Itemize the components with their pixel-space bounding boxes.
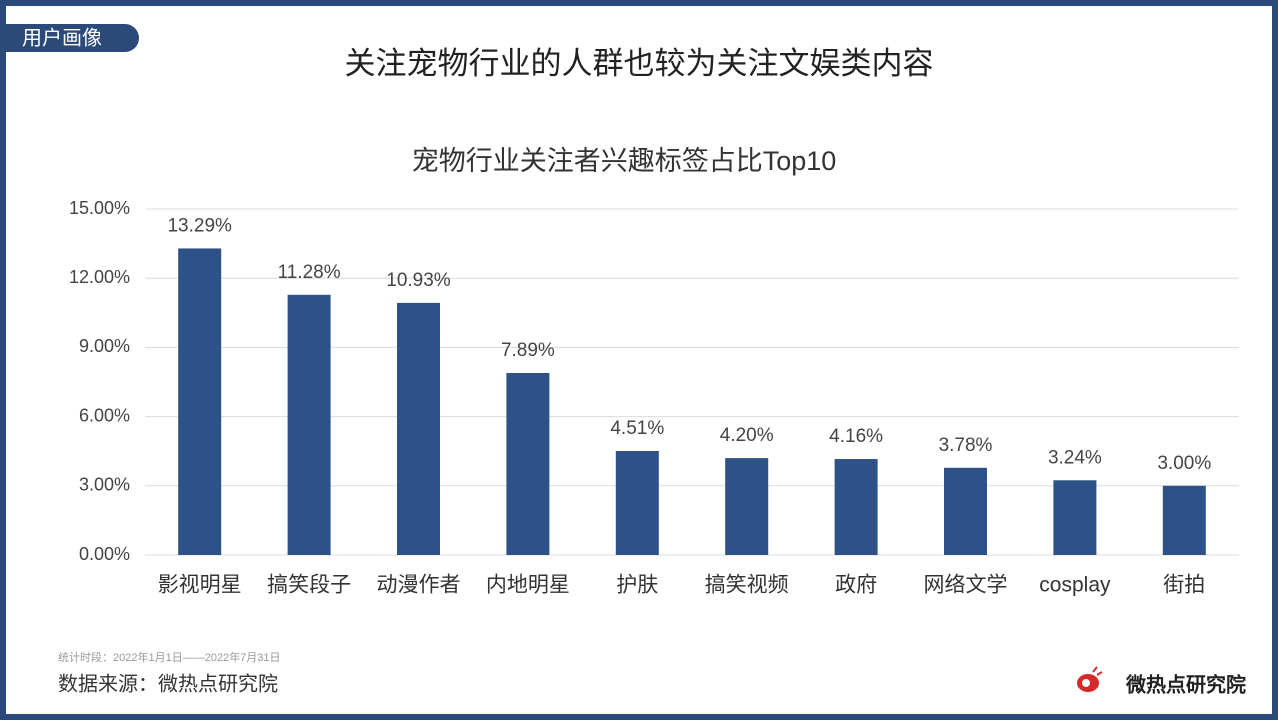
chart-title: 宠物行业关注者兴趣标签占比Top10 xyxy=(412,146,837,176)
y-tick-label: 9.00% xyxy=(79,336,130,356)
bar xyxy=(1053,480,1097,555)
bar xyxy=(1162,485,1206,555)
x-tick-label: 动漫作者 xyxy=(377,574,461,597)
bar xyxy=(944,467,987,555)
x-tick-label: 街拍 xyxy=(1163,574,1205,597)
value-label: 3.00% xyxy=(1157,453,1211,474)
bar xyxy=(178,248,222,555)
slide-title: 关注宠物行业的人群也较为关注文娱类内容 xyxy=(345,46,934,81)
period-note: 统计时段：2022年1月1日——2022年7月31日 xyxy=(58,650,281,664)
y-tick-label: 6.00% xyxy=(79,405,130,425)
y-tick-label: 0.00% xyxy=(79,544,130,564)
value-label: 4.16% xyxy=(829,426,883,447)
y-tick-label: 15.00% xyxy=(69,198,130,218)
logo-icon xyxy=(1077,666,1103,692)
value-label: 11.28% xyxy=(278,262,341,283)
logo-text: 微热点研究院 xyxy=(1125,672,1246,696)
tag-background xyxy=(6,24,139,52)
value-label: 10.93% xyxy=(386,270,451,291)
bar xyxy=(615,450,659,555)
x-tick-label: 护肤 xyxy=(616,574,658,597)
bar xyxy=(397,302,440,555)
source-note: 数据来源：微热点研究院 xyxy=(58,672,278,695)
x-tick-label: 搞笑视频 xyxy=(705,574,789,597)
x-tick-label: 网络文学 xyxy=(924,574,1008,597)
value-label: 13.29% xyxy=(167,215,232,236)
tag: 用户画像 xyxy=(22,26,102,49)
value-label: 3.78% xyxy=(939,435,993,456)
value-label: 4.51% xyxy=(610,418,664,439)
value-label: 4.20% xyxy=(720,425,774,446)
x-tick-label: cosplay xyxy=(1039,574,1111,597)
x-tick-label: 搞笑段子 xyxy=(267,574,351,597)
y-tick-label: 12.00% xyxy=(69,267,130,287)
bar xyxy=(725,458,769,555)
x-tick-label: 政府 xyxy=(835,574,877,597)
bar xyxy=(834,459,878,555)
value-label: 7.89% xyxy=(501,340,555,361)
x-tick-label: 内地明星 xyxy=(486,574,570,597)
x-tick-label: 影视明星 xyxy=(158,574,242,597)
bar xyxy=(287,294,331,555)
bar xyxy=(506,373,550,555)
y-tick-label: 3.00% xyxy=(79,475,130,495)
value-label: 3.24% xyxy=(1048,447,1102,468)
